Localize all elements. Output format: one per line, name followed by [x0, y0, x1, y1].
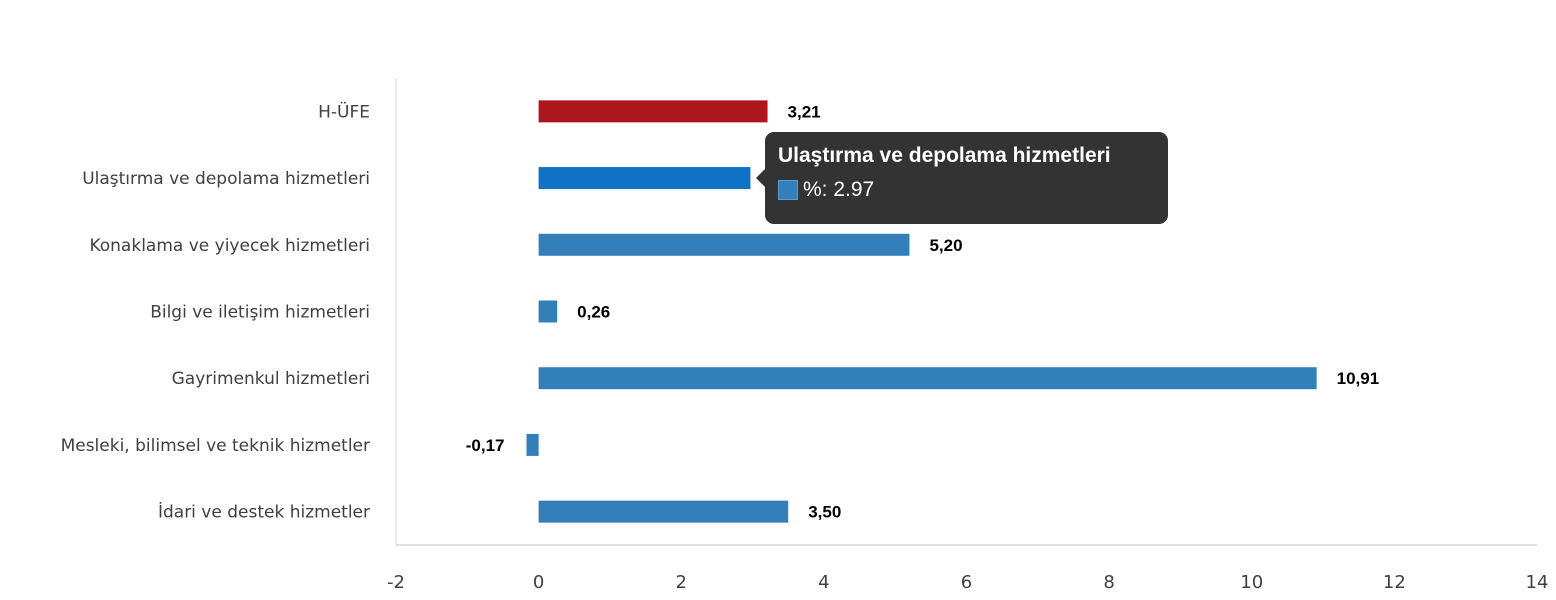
data-label: 3,21 — [788, 102, 821, 121]
tooltip: Ulaştırma ve depolama hizmetleri %: 2.97 — [756, 132, 1168, 224]
data-label: 10,91 — [1337, 369, 1380, 388]
bar — [538, 167, 751, 190]
data-label: 0,26 — [577, 303, 610, 322]
tooltip-swatch — [778, 180, 798, 200]
category-label: Mesleki, bilimsel ve teknik hizmetler — [61, 436, 370, 456]
data-label: 3,50 — [808, 503, 841, 522]
tooltip-title: Ulaştırma ve depolama hizmetleri — [778, 144, 1111, 167]
category-label: H-ÜFE — [318, 100, 370, 122]
x-tick-label: 12 — [1383, 572, 1406, 593]
bar — [538, 100, 768, 123]
bar — [526, 433, 539, 456]
bar — [538, 367, 1317, 390]
tooltip-row: %: 2.97 — [778, 178, 1168, 202]
x-tick-label: 4 — [818, 572, 829, 593]
tooltip-value: %: 2.97 — [803, 178, 875, 201]
category-label: İdari ve destek hizmetler — [158, 502, 370, 523]
x-tick-label: 14 — [1526, 572, 1549, 593]
x-tick-label: 6 — [961, 572, 972, 593]
x-tick-label: -2 — [387, 572, 405, 593]
category-label: Gayrimenkul hizmetleri — [172, 369, 370, 389]
data-label: -0,17 — [466, 436, 505, 455]
x-tick-label: 2 — [676, 572, 687, 593]
x-tick-label: 0 — [533, 572, 544, 593]
category-label: Ulaştırma ve depolama hizmetleri — [82, 169, 370, 189]
category-label: Konaklama ve yiyecek hizmetleri — [89, 236, 370, 256]
bar — [538, 233, 910, 256]
bar — [538, 300, 558, 323]
x-tick-label: 10 — [1240, 572, 1263, 593]
x-tick-label: 8 — [1103, 572, 1114, 593]
category-label: Bilgi ve iletişim hizmetleri — [150, 303, 370, 323]
bar — [538, 500, 789, 523]
data-label: 5,20 — [929, 236, 962, 255]
